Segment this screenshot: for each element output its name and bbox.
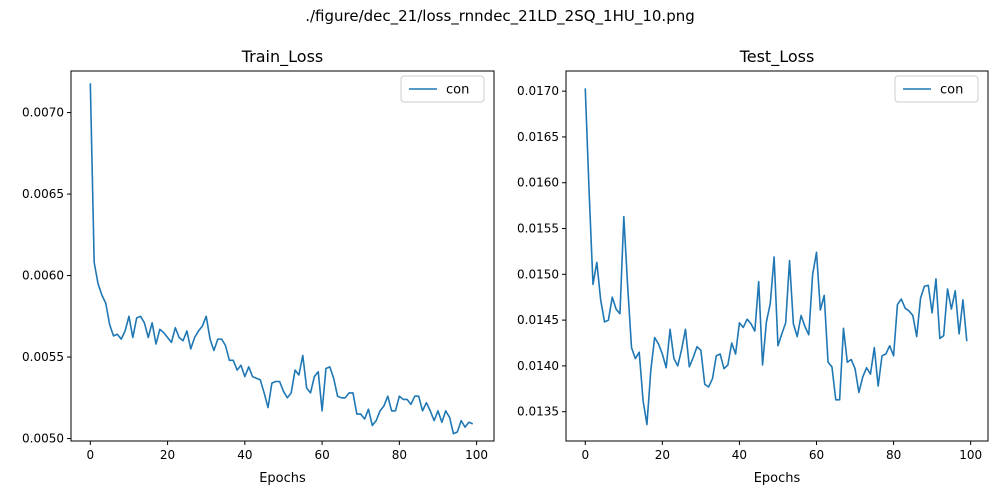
chart2-ytick-label: 0.0135 xyxy=(517,405,559,419)
chart2-legend: con xyxy=(894,75,979,103)
chart2-ytick-label: 0.0170 xyxy=(517,84,559,98)
chart2-axes-frame xyxy=(565,70,989,442)
chart1-ytick-label: 0.0060 xyxy=(22,269,64,283)
chart2-xtick-label: 100 xyxy=(959,448,982,462)
chart1-xtick-label: 80 xyxy=(392,448,407,462)
chart1-title: Train_Loss xyxy=(241,47,323,67)
chart1-xtick-label: 100 xyxy=(465,448,488,462)
chart1-ytick-label: 0.0065 xyxy=(22,187,64,201)
chart2-series-line-1 xyxy=(584,88,968,426)
chart2-xtick-label: 20 xyxy=(655,448,670,462)
chart2-title: Test_Loss xyxy=(739,47,815,67)
chart1-legend: con xyxy=(400,75,485,103)
chart2-panel: Test_Loss 0 20 40 60 80 100 0.0135 0.0140 0.0145 0… xyxy=(517,47,989,486)
chart2-ytick-label: 0.0145 xyxy=(517,313,559,327)
chart1-panel: Train_Loss 0 20 40 60 80 100 0.0050 0.0055 0.0060… xyxy=(22,47,495,486)
chart1-ytick-label: 0.0055 xyxy=(22,350,64,364)
chart1-xtick-label: 60 xyxy=(314,448,329,462)
chart2-ytick-label: 0.0160 xyxy=(517,176,559,190)
chart2-xtick-label: 60 xyxy=(809,448,824,462)
chart2-xtick-label: 80 xyxy=(886,448,901,462)
chart1-xtick-label: 40 xyxy=(237,448,252,462)
chart1-xtick-label: 20 xyxy=(160,448,175,462)
chart2-legend-box xyxy=(894,75,979,103)
chart2-xlabel: Epochs xyxy=(754,471,801,486)
chart1-series-line-1 xyxy=(89,83,474,435)
chart1-xlabel: Epochs xyxy=(259,471,306,486)
chart1-legend-label: con xyxy=(446,83,469,98)
chart2-xtick-label: 0 xyxy=(581,448,589,462)
chart2-ytick-label: 0.0140 xyxy=(517,359,559,373)
chart1-ytick-label: 0.0070 xyxy=(22,106,64,120)
figure-title: ./figure/dec_21/loss_rnndec_21LD_2SQ_1HU… xyxy=(305,7,695,25)
chart2-ytick-label: 0.0150 xyxy=(517,267,559,281)
chart1-axes-frame xyxy=(70,70,495,442)
chart1-legend-box xyxy=(400,75,485,103)
chart1-ytick-label: 0.0050 xyxy=(22,432,64,446)
chart1-xtick-label: 0 xyxy=(86,448,94,462)
chart2-ytick-label: 0.0155 xyxy=(517,222,559,236)
chart2-xtick-label: 40 xyxy=(732,448,747,462)
chart2-ytick-label: 0.0165 xyxy=(517,130,559,144)
chart2-legend-label: con xyxy=(940,83,963,98)
